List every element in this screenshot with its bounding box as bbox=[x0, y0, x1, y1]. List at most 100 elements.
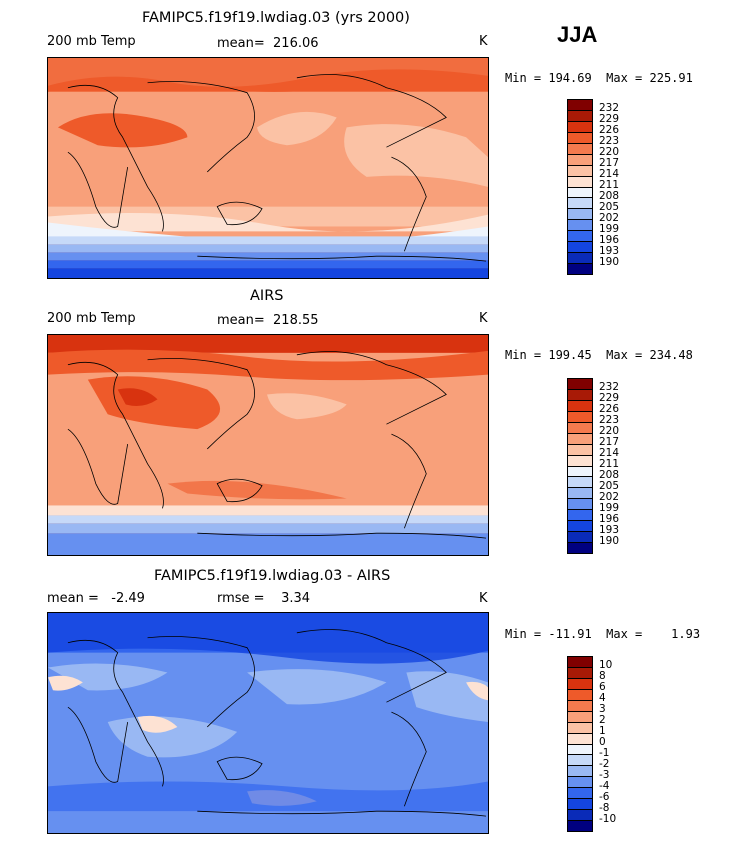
panel3-rmse-label: rmse = 3.34 bbox=[217, 591, 311, 606]
panel2-mean-label: mean= 218.55 bbox=[217, 313, 319, 328]
panel3-cbar-label: 3 bbox=[599, 703, 606, 715]
panel3-colorbar-swatch bbox=[568, 765, 592, 777]
panel3-colorbar: 10 8 6 4 3 2 1 0 -1 -2 -3 -4 -6 -8 -10 bbox=[567, 656, 616, 832]
panel2-colorbar-swatch bbox=[568, 421, 592, 433]
panel2-cbar-label: 232 bbox=[599, 381, 620, 393]
panel1-colorbar-swatch bbox=[568, 219, 592, 231]
panel2-cbar-label: 193 bbox=[599, 524, 620, 536]
panel2-colorbar-swatch bbox=[568, 465, 592, 477]
panel3-colorbar-swatch bbox=[568, 820, 592, 831]
panel2-colorbar-swatch bbox=[568, 379, 592, 389]
panel2-cbar-label: 226 bbox=[599, 403, 620, 415]
panel1-cbar-label: 202 bbox=[599, 212, 620, 224]
panel2-units-label: K bbox=[479, 311, 488, 326]
panel1-cbar-label: 199 bbox=[599, 223, 620, 235]
panel1-colorbar-swatch bbox=[568, 252, 592, 264]
panel1-cbar-label: 220 bbox=[599, 146, 620, 158]
panel1-colorbar-swatch bbox=[568, 263, 592, 274]
panel2-colorbar-swatch bbox=[568, 498, 592, 510]
panel3-colorbar-swatch bbox=[568, 776, 592, 788]
panel3-colorbar-swatch bbox=[568, 743, 592, 755]
panel1-cbar-label: 232 bbox=[599, 102, 620, 114]
panel2-colorbar-swatch bbox=[568, 509, 592, 521]
panel3-colorbar-swatch bbox=[568, 699, 592, 711]
panel2-cbar-label: 223 bbox=[599, 414, 620, 426]
panel3-colorbar-swatch bbox=[568, 677, 592, 689]
panel1-minmax-label: Min = 194.69 Max = 225.91 bbox=[505, 71, 693, 85]
panel3-colorbar-swatch bbox=[568, 657, 592, 667]
panel3-cbar-label: -1 bbox=[599, 747, 610, 759]
panel3-colorbar-swatch bbox=[568, 809, 592, 821]
panel1-colorbar-swatch bbox=[568, 142, 592, 154]
panel3-cbar-label: -3 bbox=[599, 769, 610, 781]
panel3-colorbar-swatch bbox=[568, 798, 592, 810]
panel1-title: FAMIPC5.f19f19.lwdiag.03 (yrs 2000) bbox=[142, 10, 410, 26]
panel3-cbar-label: -8 bbox=[599, 802, 610, 814]
panel2-cbar-label: 199 bbox=[599, 502, 620, 514]
panel2-colorbar-swatch bbox=[568, 476, 592, 488]
panel3-colorbar-swatch bbox=[568, 721, 592, 733]
panel1-cbar-label: 211 bbox=[599, 179, 620, 191]
panel1-cbar-label: 226 bbox=[599, 124, 620, 136]
panel3-cbar-label: -2 bbox=[599, 758, 610, 770]
panel1-colorbar-swatch bbox=[568, 186, 592, 198]
panel3-mean-label: mean = -2.49 bbox=[47, 591, 145, 606]
panel1-units-label: K bbox=[479, 34, 488, 49]
panel2-cbar-label: 229 bbox=[599, 392, 620, 404]
panel3-colorbar-swatch bbox=[568, 666, 592, 678]
panel1-colorbar: 232 229 226 223 220 217 214 211 208 205 … bbox=[567, 99, 619, 275]
panel3-cbar-label: -10 bbox=[599, 813, 617, 825]
panel1-colorbar-swatch bbox=[568, 230, 592, 242]
panel1-colorbar-swatch bbox=[568, 241, 592, 253]
panel2-title: AIRS bbox=[250, 288, 284, 304]
panel2-cbar-label: 208 bbox=[599, 469, 620, 481]
panel2-cbar-label: 217 bbox=[599, 436, 620, 448]
panel2-minmax-label: Min = 199.45 Max = 234.48 bbox=[505, 348, 693, 362]
panel2-colorbar-swatch bbox=[568, 443, 592, 455]
panel1-colorbar-swatch bbox=[568, 175, 592, 187]
panel1-cbar-label: 208 bbox=[599, 190, 620, 202]
panel3-cbar-label: 1 bbox=[599, 725, 606, 737]
panel1-mean-label: mean= 216.06 bbox=[217, 36, 319, 51]
panel1-colorbar-swatch bbox=[568, 109, 592, 121]
panel1-colorbar-swatch bbox=[568, 197, 592, 209]
panel2-cbar-label: 214 bbox=[599, 447, 620, 459]
panel3-cbar-label: 10 bbox=[599, 659, 613, 671]
panel1-cbar-label: 223 bbox=[599, 135, 620, 147]
panel3-cbar-label: -6 bbox=[599, 791, 610, 803]
panel2-colorbar-swatch bbox=[568, 454, 592, 466]
panel1-colorbar-swatch bbox=[568, 120, 592, 132]
panel3-colorbar-swatch bbox=[568, 710, 592, 722]
panel2-colorbar-swatch bbox=[568, 487, 592, 499]
panel3-title: FAMIPC5.f19f19.lwdiag.03 - AIRS bbox=[154, 568, 391, 584]
panel2-colorbar-swatch bbox=[568, 432, 592, 444]
panel1-cbar-label: 205 bbox=[599, 201, 620, 213]
panel3-colorbar-swatch bbox=[568, 787, 592, 799]
panel1-cbar-label: 217 bbox=[599, 157, 620, 169]
panel1-map bbox=[47, 57, 489, 279]
panel2-colorbar-swatch bbox=[568, 520, 592, 532]
panel1-cbar-label: 190 bbox=[599, 256, 620, 268]
panel2-cbar-label: 190 bbox=[599, 535, 620, 547]
panel2-cbar-label: 196 bbox=[599, 513, 620, 525]
panel2-cbar-label: 211 bbox=[599, 458, 620, 470]
panel1-colorbar-swatch bbox=[568, 208, 592, 220]
panel3-cbar-label: -4 bbox=[599, 780, 610, 792]
panel1-cbar-label: 229 bbox=[599, 113, 620, 125]
panel1-colorbar-swatch bbox=[568, 100, 592, 110]
panel3-colorbar-swatch bbox=[568, 688, 592, 700]
panel2-map bbox=[47, 334, 489, 556]
panel3-cbar-label: 4 bbox=[599, 692, 606, 704]
season-label: JJA bbox=[557, 22, 598, 47]
panel2-colorbar-swatch bbox=[568, 410, 592, 422]
panel1-colorbar-swatch bbox=[568, 164, 592, 176]
panel3-cbar-label: 8 bbox=[599, 670, 606, 682]
panel2-cbar-label: 202 bbox=[599, 491, 620, 503]
panel3-cbar-label: 2 bbox=[599, 714, 606, 726]
panel3-cbar-label: 0 bbox=[599, 736, 606, 748]
panel3-cbar-label: 6 bbox=[599, 681, 606, 693]
panel2-field-label: 200 mb Temp bbox=[47, 311, 136, 326]
panel2-cbar-label: 220 bbox=[599, 425, 620, 437]
panel2-colorbar-swatch bbox=[568, 531, 592, 543]
panel1-colorbar-swatch bbox=[568, 131, 592, 143]
